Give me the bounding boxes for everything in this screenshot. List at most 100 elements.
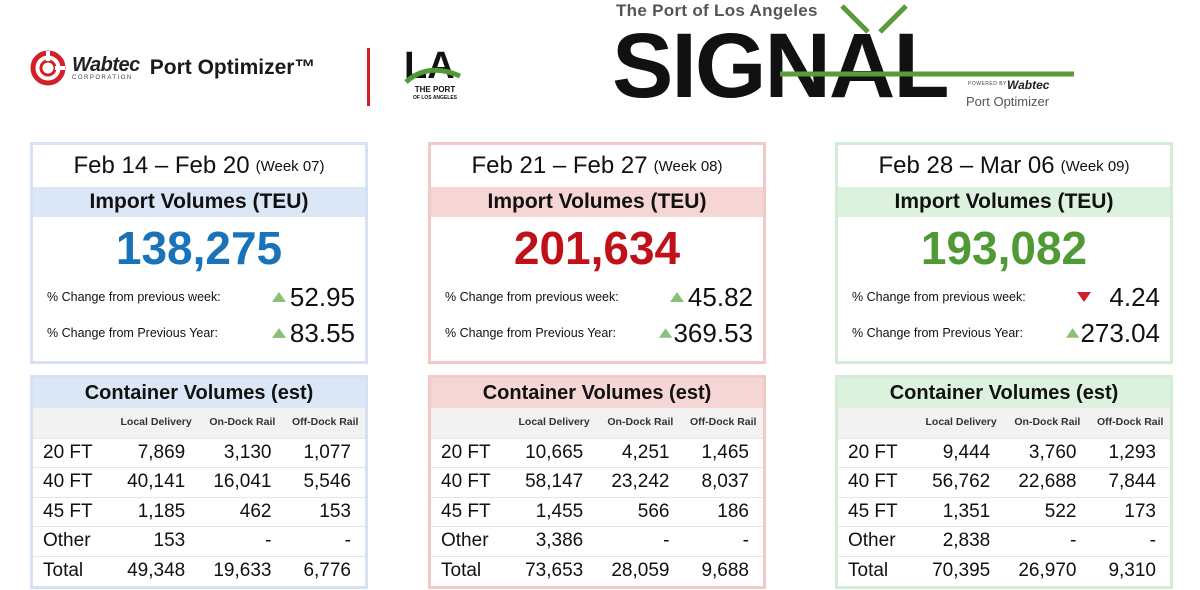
col-offdock-rail: Off-Dock Rail — [285, 408, 365, 438]
container-volumes-box: Container Volumes (est) Local Delivery O… — [428, 375, 766, 589]
signal-subtitle: The Port of Los Angeles — [616, 1, 818, 20]
cell-ondock: 462 — [199, 496, 286, 527]
prev-week-change-row: % Change from previous week: 52.95 — [33, 279, 365, 315]
row-label: 40 FT — [431, 467, 511, 497]
svg-text:LA: LA — [404, 45, 455, 87]
table-row: 20 FT 7,869 3,130 1,077 — [33, 437, 365, 468]
cell-ondock: - — [597, 526, 684, 556]
import-volumes-label: Import Volumes (TEU) — [838, 187, 1170, 217]
cell-offdock: 1,465 — [683, 437, 763, 468]
container-volumes-table: Local Delivery On-Dock Rail Off-Dock Rai… — [431, 408, 763, 586]
week-header: Feb 28 – Mar 06 (Week 09) — [838, 145, 1170, 187]
cell-local: 70,395 — [918, 555, 1005, 586]
cell-local: 153 — [113, 526, 200, 556]
row-label: 45 FT — [33, 496, 113, 527]
cell-local: 49,348 — [113, 555, 200, 586]
cell-local: 3,386 — [511, 526, 598, 556]
cell-offdock: 8,037 — [683, 467, 763, 497]
cell-ondock: 4,251 — [597, 437, 684, 468]
container-volumes-table: Local Delivery On-Dock Rail Off-Dock Rai… — [838, 408, 1170, 586]
cell-ondock: 19,633 — [199, 555, 286, 586]
col-local-delivery: Local Delivery — [918, 408, 1005, 438]
week-panel: Feb 21 – Feb 27 (Week 08) Import Volumes… — [428, 142, 766, 589]
prev-year-change-row: % Change from Previous Year: 273.04 — [838, 315, 1170, 351]
week-number: (Week 08) — [653, 157, 723, 175]
week-header: Feb 14 – Feb 20 (Week 07) — [33, 145, 365, 187]
cell-ondock: - — [199, 526, 286, 556]
cell-offdock: - — [683, 526, 763, 556]
cell-local: 58,147 — [511, 467, 598, 497]
prev-year-change-value: 273.04 — [1080, 317, 1160, 348]
header-blank — [33, 408, 113, 438]
teu-value: 193,082 — [920, 222, 1088, 274]
table-row: 40 FT 56,762 22,688 7,844 — [838, 467, 1170, 497]
la-line2: OF LOS ANGELES — [413, 95, 457, 101]
la-line1: THE PORT — [414, 85, 456, 94]
port-la-logo-icon: LA — [404, 45, 462, 87]
week-range: Feb 14 – Feb 20 — [73, 152, 250, 179]
cell-ondock: 566 — [597, 496, 684, 527]
cell-ondock: 28,059 — [597, 555, 684, 586]
page-header: Wabtec CORPORATION Port Optimizer™ LA TH… — [0, 0, 1200, 130]
row-label: 40 FT — [33, 467, 113, 497]
prev-week-change-row: % Change from previous week: 4.24 — [838, 279, 1170, 315]
cell-offdock: 5,546 — [285, 467, 365, 497]
row-label: Total — [33, 555, 113, 586]
import-summary-box: Feb 14 – Feb 20 (Week 07) Import Volumes… — [30, 142, 368, 364]
table-row: Total 73,653 28,059 9,688 — [431, 555, 763, 586]
table-row: Total 70,395 26,970 9,310 — [838, 555, 1170, 586]
prev-year-change-label: % Change from Previous Year: — [852, 326, 1023, 340]
wabtec-logo: Wabtec CORPORATION Port Optimizer™ — [30, 50, 315, 86]
cell-offdock: 153 — [285, 496, 365, 527]
wabtec-corp: CORPORATION — [72, 75, 133, 81]
col-ondock-rail: On-Dock Rail — [1004, 408, 1091, 438]
table-row: 20 FT 9,444 3,760 1,293 — [838, 437, 1170, 468]
triangle-up-icon — [1066, 328, 1080, 338]
container-volumes-title: Container Volumes (est) — [33, 378, 365, 408]
table-row: Other 153- - — [33, 526, 365, 556]
container-volumes-table: Local Delivery On-Dock Rail Off-Dock Rai… — [33, 408, 365, 586]
cell-local: 10,665 — [511, 437, 598, 468]
powered-product: Port Optimizer — [966, 94, 1050, 109]
signal-x-mark-icon — [780, 4, 1074, 77]
table-row: 40 FT 58,147 23,242 8,037 — [431, 467, 763, 497]
triangle-up-icon — [670, 292, 684, 302]
cell-ondock: 3,760 — [1004, 437, 1091, 468]
teu-value: 138,275 — [115, 222, 283, 274]
wabtec-name: Wabtec — [72, 54, 140, 76]
prev-week-change-label: % Change from previous week: — [852, 290, 1026, 304]
cell-local: 40,141 — [113, 467, 200, 497]
import-summary-box: Feb 21 – Feb 27 (Week 08) Import Volumes… — [428, 142, 766, 364]
prev-year-change-label: % Change from Previous Year: — [47, 326, 218, 340]
table-row: 45 FT 1,351 522 173 — [838, 496, 1170, 527]
product-title: Port Optimizer™ — [149, 56, 316, 79]
cell-ondock: 23,242 — [597, 467, 684, 497]
prev-year-change-value: 83.55 — [289, 317, 355, 348]
container-volumes-box: Container Volumes (est) Local Delivery O… — [835, 375, 1173, 589]
wabtec-emblem-icon — [30, 50, 66, 86]
cell-offdock: - — [1090, 526, 1170, 556]
header-blank — [838, 408, 918, 438]
cell-offdock: 9,688 — [683, 555, 763, 586]
week-range: Feb 21 – Feb 27 — [471, 152, 648, 179]
cell-offdock: 1,293 — [1090, 437, 1170, 468]
powered-brand: Wabtec — [1007, 78, 1050, 92]
table-row: 45 FT 1,185 462 153 — [33, 496, 365, 527]
header-blank — [431, 408, 511, 438]
cell-ondock: 3,130 — [199, 437, 286, 468]
prev-week-change-label: % Change from previous week: — [445, 290, 619, 304]
cell-offdock: 186 — [683, 496, 763, 527]
cell-local: 2,838 — [918, 526, 1005, 556]
prev-week-change-value: 52.95 — [289, 281, 355, 312]
cell-offdock: 6,776 — [285, 555, 365, 586]
cell-local: 9,444 — [918, 437, 1005, 468]
table-row: 20 FT 10,665 4,251 1,465 — [431, 437, 763, 468]
powered-by: POWERED BY — [968, 81, 1007, 87]
table-row: Total 49,348 19,633 6,776 — [33, 555, 365, 586]
row-label: 45 FT — [838, 496, 918, 527]
cell-ondock: 16,041 — [199, 467, 286, 497]
row-label: Total — [838, 555, 918, 586]
row-label: 45 FT — [431, 496, 511, 527]
cell-local: 56,762 — [918, 467, 1005, 497]
col-local-delivery: Local Delivery — [113, 408, 200, 438]
